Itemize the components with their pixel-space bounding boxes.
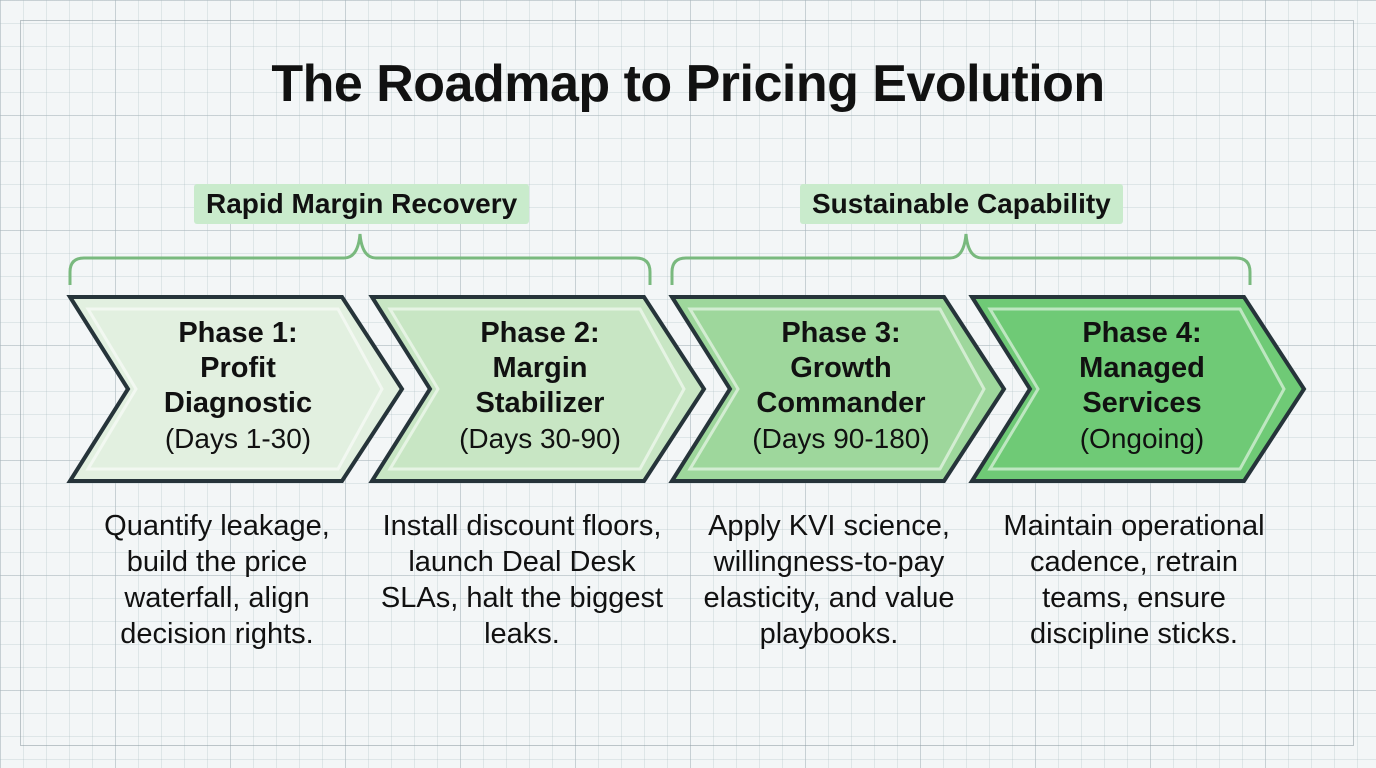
group-label-rapid-margin-recovery: Rapid Margin Recovery — [194, 184, 530, 224]
phase-2-title-line3: Stabilizer — [475, 387, 605, 419]
phase-3-label: Phase 3: Growth Commander (Days 90-180) — [711, 316, 971, 456]
phase-3-days: (Days 90-180) — [752, 423, 930, 454]
phase-3-title-line2: Growth — [790, 352, 892, 384]
phase-2-description: Install discount floors, launch Deal Des… — [380, 510, 664, 650]
phase-2-title-line2: Margin — [492, 352, 588, 384]
phase-4-description: Maintain operational cadence, retrain te… — [1003, 510, 1265, 650]
phase-2-label: Phase 2: Margin Stabilizer (Days 30-90) — [410, 316, 670, 456]
page-title: The Roadmap to Pricing Evolution — [271, 55, 1105, 113]
phase-4-days: (Ongoing) — [1079, 423, 1205, 454]
group-label-sustainable-capability: Sustainable Capability — [800, 184, 1123, 224]
phase-3-chevron — [668, 295, 1007, 483]
phase-1-label: Phase 1: Profit Diagnostic (Days 1-30) — [108, 316, 368, 456]
phase-3-description: Apply KVI science, willingness-to-pay el… — [703, 510, 955, 650]
phase-4-label: Phase 4: Managed Services (Ongoing) — [1012, 316, 1272, 456]
phase-2-number: Phase 2: — [480, 317, 600, 349]
phase-3-title-line3: Commander — [756, 387, 926, 419]
phase-2-chevron-highlight — [387, 307, 686, 471]
phase-1-title-line3: Diagnostic — [163, 387, 313, 419]
bracket-rapid-margin-recovery — [68, 233, 652, 285]
phase-4-chevron-highlight — [987, 307, 1286, 471]
phase-4-title-line2: Managed — [1079, 352, 1205, 384]
phase-2-days: (Days 30-90) — [459, 423, 621, 454]
phase-4-number: Phase 4: — [1082, 317, 1202, 349]
group-brackets — [68, 233, 1252, 285]
phase-1-days: (Days 1-30) — [164, 423, 312, 454]
blueprint-frame — [20, 20, 1354, 746]
phase-1-chevron — [66, 295, 405, 483]
phase-1-number: Phase 1: — [178, 317, 298, 349]
phase-1-title-line2: Profit — [200, 352, 276, 384]
phase-4-title-line3: Services — [1082, 387, 1202, 419]
phase-1-description: Quantify leakage, build the price waterf… — [104, 510, 330, 650]
bracket-sustainable-capability — [670, 233, 1252, 285]
phase-2-chevron — [368, 295, 707, 483]
phase-3-chevron-highlight — [687, 307, 986, 471]
phase-1-chevron-highlight — [85, 307, 384, 471]
phase-4-chevron — [968, 295, 1307, 483]
phase-3-number: Phase 3: — [781, 317, 901, 349]
